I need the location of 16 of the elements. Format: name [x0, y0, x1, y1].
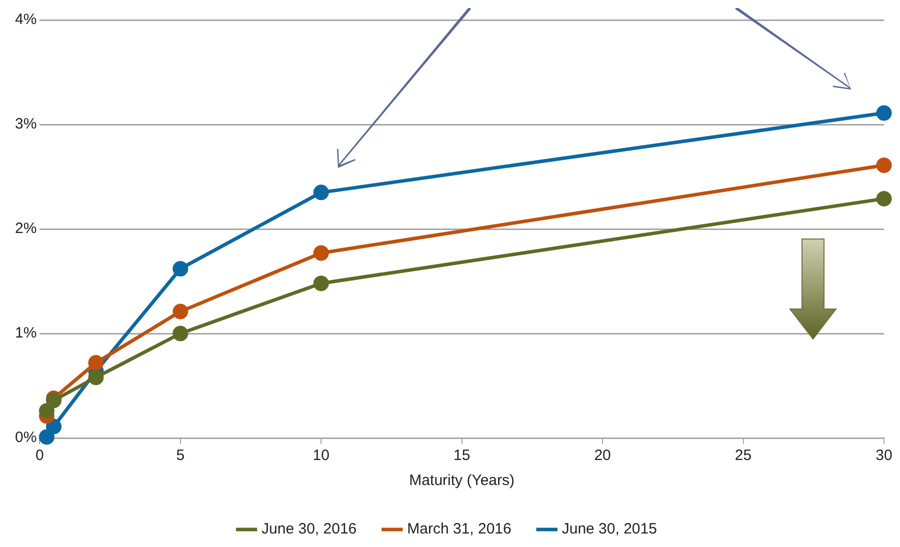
y-tick-label: 0%	[14, 429, 37, 446]
legend-label: March 31, 2016	[407, 520, 512, 538]
x-tick-label: 25	[734, 447, 752, 464]
x-tick-label: 5	[176, 447, 185, 464]
legend-label: June 30, 2016	[262, 520, 357, 538]
x-tick-label: 10	[312, 447, 330, 464]
y-tick-label: 3%	[14, 116, 37, 133]
x-tick-label: 0	[36, 447, 44, 464]
x-tick-label: 30	[876, 447, 892, 464]
y-tick-label: 2%	[14, 220, 37, 238]
x-axis-title: Maturity (Years)	[409, 472, 514, 490]
x-tick-label: 15	[453, 447, 470, 464]
legend-label: June 30, 2015	[562, 520, 657, 538]
x-tick-label: 20	[594, 447, 611, 464]
y-tick-label: 1%	[14, 324, 37, 342]
y-tick-label: 4%	[14, 11, 37, 28]
